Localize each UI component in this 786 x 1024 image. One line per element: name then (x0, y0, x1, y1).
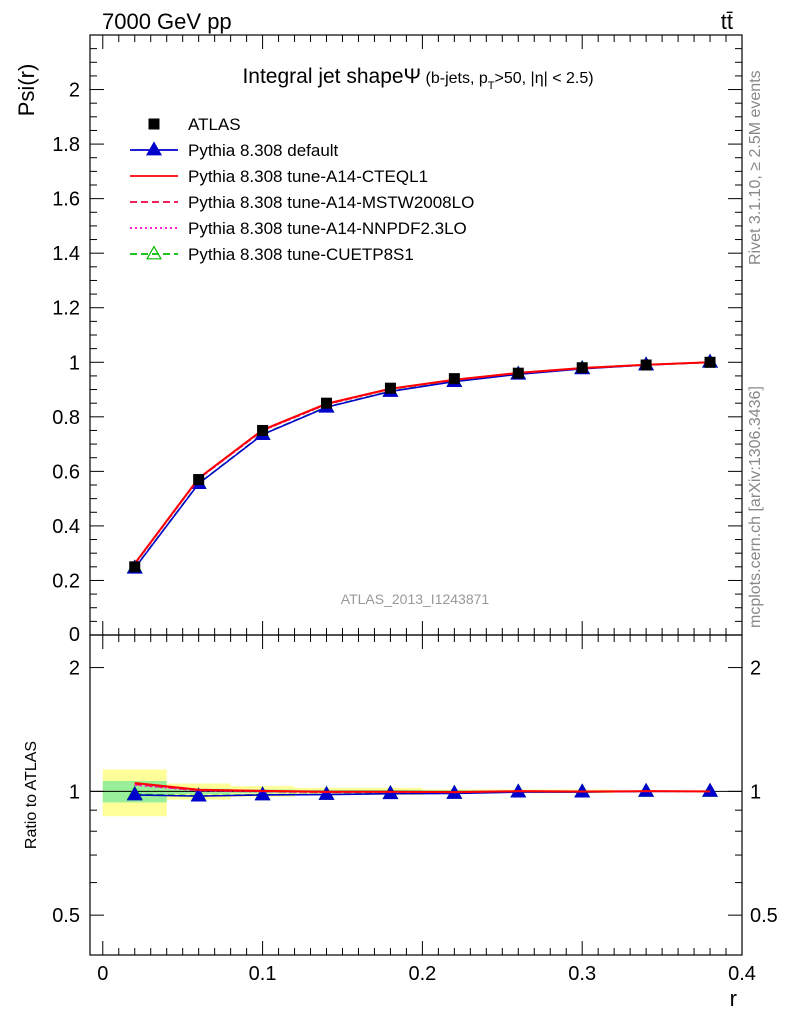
legend-marker (146, 141, 162, 156)
ratio-y-axis-label: Ratio to ATLAS (23, 741, 40, 849)
ratio-series-point (126, 786, 143, 801)
ratio-tick-label-right: 2 (750, 658, 761, 680)
series-line (134, 361, 711, 565)
y-tick-label-zero: 0 (69, 624, 80, 646)
series-line (134, 361, 711, 569)
ratio-frame (89, 634, 743, 956)
rivet-version: Rivet 3.1.10, ≥ 2.5M events (747, 70, 764, 265)
main-series (126, 353, 719, 574)
ratio-series-point (190, 787, 207, 802)
axes: 0 0.1 0.2 0.3 0.4 0.2 0.4 0.6 0.8 1 1.2 1.4 1.6 1.8 2 0… (52, 34, 778, 985)
ratio-tick-label-left: 2 (69, 658, 80, 680)
x-tick-label: 0.1 (249, 963, 277, 985)
header-process: tt̄ (721, 9, 733, 34)
data-point (576, 362, 588, 374)
ratio-series-point (638, 782, 655, 797)
data-point (512, 367, 524, 379)
data-point (321, 397, 333, 409)
x-axis-label: r (730, 986, 737, 1011)
y-axis-label: Psi(r) (14, 64, 39, 117)
x-tick-label: 0.4 (728, 963, 756, 985)
y-tick-label: 0.8 (52, 407, 80, 429)
ratio-series-line (134, 781, 711, 794)
legend-marker (146, 245, 162, 260)
ratio-tick-label-left: 0.5 (52, 905, 80, 927)
mcplots-reference: mcplots.cern.ch [arXiv:1306.3436] (747, 386, 764, 628)
series-line (133, 361, 711, 565)
y-tick-label: 1.2 (52, 298, 80, 320)
legend-label-data: ATLAS (188, 115, 241, 134)
legend-marker-data (148, 118, 160, 130)
y-tick-label: 0.2 (52, 570, 80, 592)
analysis-label: ATLAS_2013_I1243871 (341, 591, 490, 607)
data-point (384, 382, 396, 394)
legend-label: Pythia 8.308 tune-A14-MSTW2008LO (188, 193, 474, 212)
y-tick-label: 1 (69, 352, 80, 374)
legend-label: Pythia 8.308 default (188, 141, 339, 160)
x-tick-label: 0 (97, 963, 108, 985)
legend: ATLAS Pythia 8.308 default Pythia 8.308 tu… (130, 115, 474, 264)
y-tick-label: 2 (69, 80, 80, 102)
y-tick-label: 1.8 (52, 134, 80, 156)
ratio-tick-label-left: 1 (69, 781, 80, 803)
x-tick-label: 0.3 (568, 963, 596, 985)
header-energy: 7000 GeV pp (102, 9, 232, 34)
y-tick-label: 1.4 (52, 243, 80, 265)
data-point (193, 474, 205, 486)
data-point (257, 424, 269, 436)
ratio-series-point (318, 785, 335, 800)
x-tick-label: 0.2 (408, 963, 436, 985)
legend-label: Pythia 8.308 tune-A14-CTEQL1 (188, 167, 428, 186)
y-tick-label: 1.6 (52, 189, 80, 211)
legend-label: Pythia 8.308 tune-A14-NNPDF2.3LO (188, 219, 467, 238)
y-tick-label: 0.6 (52, 461, 80, 483)
y-tick-label: 0.4 (52, 516, 80, 538)
ratio-series-point (254, 786, 271, 801)
data-point (129, 561, 141, 573)
ratio-tick-label-right: 1 (750, 781, 761, 803)
data-point (640, 359, 652, 371)
series-line (134, 361, 711, 565)
ratio-series-point (702, 782, 719, 797)
data-point (704, 356, 716, 368)
legend-label: Pythia 8.308 tune-CUETP8S1 (188, 245, 414, 264)
ratio-tick-label-right: 0.5 (750, 905, 778, 927)
chart-title: Integral jet shapeΨ (b-jets, pT>50, |η| … (242, 65, 593, 92)
data-point (448, 373, 460, 385)
ratio-series (90, 781, 742, 802)
